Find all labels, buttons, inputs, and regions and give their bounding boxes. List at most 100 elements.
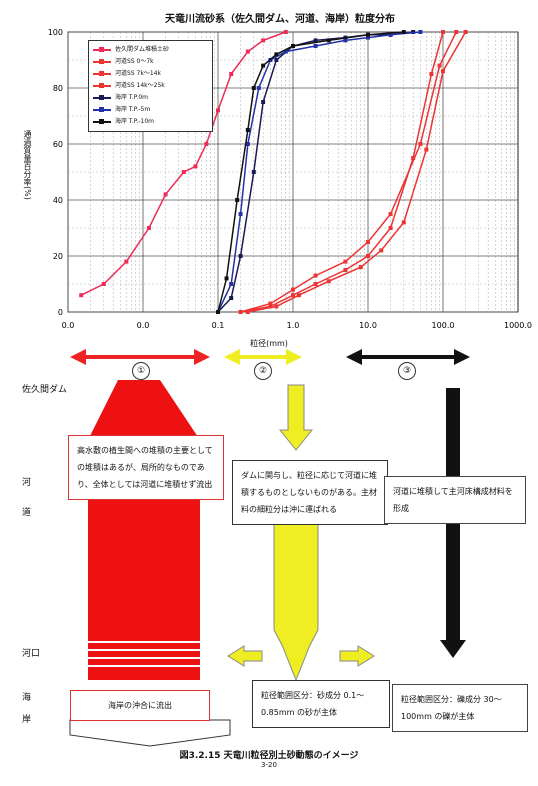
series-point-2 xyxy=(291,287,295,292)
y-tick-label: 40 xyxy=(53,196,63,205)
zone-arrow-1 xyxy=(70,349,210,365)
series-point-6 xyxy=(274,52,279,57)
series-point-6 xyxy=(401,30,406,34)
series-point-1 xyxy=(291,293,295,298)
series-point-2 xyxy=(343,259,348,264)
row-label-river-1: 河 xyxy=(22,478,32,488)
series-point-6 xyxy=(261,63,266,68)
series-point-5 xyxy=(238,212,243,216)
x-tick-label: 0.0 xyxy=(137,321,150,330)
series-point-5 xyxy=(313,44,318,48)
x-tick-label: 1000.0 xyxy=(504,321,532,330)
legend-swatch xyxy=(93,95,111,100)
y-tick-label: 100 xyxy=(48,28,63,37)
series-point-6 xyxy=(216,310,220,314)
y-tick-label: 60 xyxy=(53,140,63,149)
zone-marker-2: ② xyxy=(254,362,272,380)
legend-entry: 海岸 T.P.-5m xyxy=(93,104,208,116)
series-point-4 xyxy=(229,296,234,300)
series-line-2 xyxy=(240,31,457,313)
outflow-arrow xyxy=(69,719,231,747)
legend-swatch xyxy=(93,71,111,76)
series-point-0 xyxy=(193,164,198,169)
row-label-dam: 佐久間ダム xyxy=(22,385,68,395)
legend-label: 河道SS 14k～25k xyxy=(115,82,165,89)
legend-label: 海岸 T.P.0m xyxy=(115,94,149,101)
series-point-2 xyxy=(388,212,393,216)
series-line-3 xyxy=(247,31,467,313)
yellow-flow-column xyxy=(278,384,314,451)
x-axis-label: 粒径(mm) xyxy=(250,339,288,348)
y-tick-label: 20 xyxy=(53,252,63,261)
series-point-0 xyxy=(204,142,209,146)
x-tick-label: 100.0 xyxy=(432,321,455,330)
yellow-main-note: ダムに関与し、粒径に応じて河道に堆積するものとしないものがある。主材料の細粒分は… xyxy=(232,460,388,525)
series-point-1 xyxy=(441,30,445,34)
row-label-river-2: 道 xyxy=(22,508,32,518)
legend-entry: 海岸 T.P.-10m xyxy=(93,116,208,128)
x-tick-label: 1.0 xyxy=(287,321,300,330)
series-point-2 xyxy=(454,30,459,34)
series-point-1 xyxy=(366,254,370,258)
series-point-6 xyxy=(291,44,295,48)
x-tick-label: 10.0 xyxy=(359,321,377,330)
series-point-5 xyxy=(283,49,288,54)
red-coast-note: 海岸の沖合に流出 xyxy=(70,690,210,721)
series-point-3 xyxy=(463,30,468,34)
legend-label: 海岸 T.P.-10m xyxy=(115,118,155,125)
series-point-2 xyxy=(238,310,243,314)
series-point-4 xyxy=(238,254,243,258)
series-point-0 xyxy=(261,38,266,43)
legend-swatch xyxy=(93,47,111,52)
series-line-1 xyxy=(240,31,444,313)
series-point-1 xyxy=(411,156,416,160)
yellow-left-arrow xyxy=(227,645,263,667)
yellow-coast-note: 粒径範囲区分：砂成分 0.1～0.85mm の砂が主体 xyxy=(252,680,390,728)
legend-swatch xyxy=(93,107,111,112)
y-tick-label: 0 xyxy=(58,308,63,317)
figure-caption: 図3.2.15 天竜川粒径別土砂動態のイメージ xyxy=(179,751,359,761)
zone-marker-3: ③ xyxy=(398,362,416,380)
series-point-3 xyxy=(401,220,406,225)
series-point-3 xyxy=(358,265,363,270)
series-point-5 xyxy=(418,30,423,34)
x-tick-label: 0.0 xyxy=(62,321,75,330)
series-point-2 xyxy=(313,273,318,278)
legend-entry: 河道SS 0～7k xyxy=(93,56,208,68)
series-point-3 xyxy=(424,147,429,152)
chart-legend: 佐久間ダム堆積土砂 河道SS 0～7k 河道SS 7k～14k 河道SS 14k～25… xyxy=(88,40,213,132)
series-point-0 xyxy=(216,108,220,113)
y-tick-label: 80 xyxy=(53,84,63,93)
legend-entry: 河道SS 14k～25k xyxy=(93,80,208,92)
legend-label: 海岸 T.P.-5m xyxy=(115,106,151,113)
series-point-5 xyxy=(256,86,261,90)
legend-label: 佐久間ダム堆積土砂 xyxy=(115,46,170,53)
series-point-0 xyxy=(229,72,234,76)
series-point-2 xyxy=(418,142,423,146)
red-flow-column xyxy=(88,380,200,680)
series-point-1 xyxy=(343,268,348,272)
series-point-2 xyxy=(437,63,442,68)
series-point-6 xyxy=(366,32,370,37)
series-point-6 xyxy=(224,276,229,281)
red-main-note: 高水敷の植生間への堆積の主要としての堆積はあるが、局所的なものであり、全体として… xyxy=(68,435,224,500)
series-point-3 xyxy=(245,310,250,314)
series-point-4 xyxy=(313,38,318,43)
series-point-6 xyxy=(245,128,250,132)
series-point-3 xyxy=(274,304,279,309)
series-point-6 xyxy=(251,86,256,90)
series-point-1 xyxy=(313,282,318,286)
legend-label: 河道SS 0～7k xyxy=(115,58,154,65)
zone-arrow-2 xyxy=(224,349,302,365)
series-point-1 xyxy=(268,304,273,309)
legend-label: 河道SS 7k～14k xyxy=(115,70,161,77)
legend-entry: 河道SS 7k～14k xyxy=(93,68,208,80)
series-point-5 xyxy=(366,35,370,40)
series-point-0 xyxy=(101,282,106,286)
series-point-3 xyxy=(379,248,384,253)
series-point-0 xyxy=(163,192,168,197)
series-point-3 xyxy=(296,293,301,298)
series-point-5 xyxy=(388,32,393,37)
series-point-0 xyxy=(146,226,151,230)
